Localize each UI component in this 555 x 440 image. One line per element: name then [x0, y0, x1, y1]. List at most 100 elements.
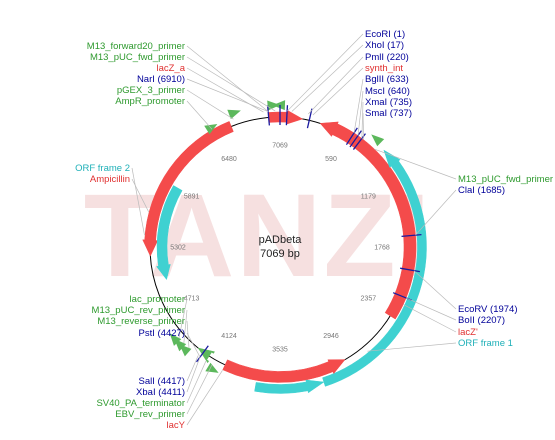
leader-line — [186, 89, 234, 120]
m13-reverse-primer-marker — [179, 344, 192, 357]
map-label: lacZ_a — [156, 63, 185, 74]
map-label: ClaI (1685) — [458, 185, 505, 196]
ebv-rev-primer-marker — [205, 362, 219, 373]
lacy-feature — [222, 359, 346, 383]
tick-label: 7069 — [272, 143, 288, 150]
map-label: synth_int — [365, 63, 403, 74]
map-label: SV40_PA_terminator — [96, 398, 185, 409]
map-label: PmlI (220) — [365, 52, 409, 63]
map-label: XmaI (735) — [365, 97, 412, 108]
map-label: SalI (4417) — [139, 376, 185, 387]
watermark: TANZI — [84, 170, 433, 302]
tick-label: 4124 — [221, 333, 237, 340]
leader-line — [186, 56, 276, 112]
leader-line — [186, 360, 207, 404]
orf-bottom-feature — [254, 379, 325, 394]
map-label: MscI (640) — [365, 86, 410, 97]
leader-line — [291, 44, 364, 112]
m13-puc-fwd-primer-marker — [272, 100, 286, 111]
ampr-promoter-marker — [204, 124, 218, 135]
leader-line — [413, 270, 457, 310]
map-label: ORF frame 1 — [458, 338, 513, 349]
ampicillin-feature — [142, 121, 234, 257]
feature-layer — [142, 100, 427, 394]
map-label: EcoRI (1) — [365, 29, 405, 40]
orf-frame-2-feature — [156, 185, 183, 281]
leader-line — [183, 309, 188, 344]
restriction-site-layer — [196, 105, 422, 363]
psti-site — [196, 345, 209, 363]
tick-label: 4713 — [184, 296, 200, 303]
tick-label: 590 — [325, 156, 337, 163]
leader-line — [186, 356, 201, 393]
leader-line — [131, 178, 149, 212]
lacz-a-feature — [267, 109, 304, 125]
sv40-feature — [197, 347, 215, 364]
leader-line — [374, 148, 457, 180]
tick-label: 5302 — [170, 245, 186, 252]
plasmid-length: 7069 bp — [260, 248, 300, 260]
map-label: SmaI (737) — [365, 108, 412, 119]
leader-line — [186, 332, 201, 358]
tick-label: 2357 — [361, 296, 377, 303]
leader-line — [186, 45, 269, 112]
orf-frame-1-feature — [322, 149, 427, 387]
plasmid-name: pADbeta — [259, 234, 303, 246]
leader-line — [353, 78, 364, 133]
m13-puc-fwd-primer-right-marker — [371, 134, 385, 147]
map-label: NarI (6910) — [137, 74, 185, 85]
map-label: EcoRV (1974) — [458, 304, 518, 315]
leader-line — [178, 298, 188, 339]
map-label: M13_pUC_fwd_primer — [458, 174, 553, 185]
pmli-site — [306, 108, 313, 129]
leader-line — [403, 304, 457, 333]
tick-label: 1768 — [374, 245, 390, 252]
xhoi-site — [285, 105, 289, 126]
map-label: pGEX_3_primer — [117, 85, 185, 96]
map-label: M13_pUC_rev_primer — [92, 305, 185, 316]
leader-line — [362, 112, 365, 140]
msci-site — [349, 130, 362, 148]
leader-line — [405, 297, 457, 321]
tick-label: 6480 — [221, 156, 237, 163]
pgex3-primer-marker — [227, 109, 241, 120]
leader-line — [186, 78, 269, 112]
map-label: XhoI (17) — [365, 40, 404, 51]
label-layer: EcoRI (1)XhoI (17)PmlI (220)synth_intBgl… — [75, 29, 553, 431]
leader-line — [131, 167, 145, 236]
map-label: EBV_rev_primer — [115, 409, 185, 420]
leader-line — [312, 67, 364, 116]
map-label: lacZ' — [458, 327, 478, 338]
leader-layer — [131, 33, 457, 426]
tick-label: 1179 — [361, 194, 376, 201]
map-label: lacY — [167, 420, 186, 431]
nari-site — [266, 105, 271, 126]
tick-label: 5891 — [184, 194, 200, 201]
lacz-prime-feature — [319, 121, 417, 320]
leader-line — [286, 33, 364, 112]
leader-line — [308, 56, 364, 115]
map-label: BglII (633) — [365, 74, 409, 85]
leader-line — [357, 90, 364, 136]
map-label: Ampicillin — [90, 174, 130, 185]
leader-line — [361, 101, 364, 139]
tick-label: 3535 — [272, 347, 288, 354]
ecorv-site — [400, 267, 420, 273]
map-label: AmpR_promoter — [115, 96, 185, 107]
map-label: lac_promoter — [130, 294, 185, 305]
leader-line — [186, 100, 213, 130]
map-label: M13_reverse_primer — [97, 316, 185, 327]
map-label: ORF frame 2 — [75, 163, 130, 174]
leader-line — [415, 189, 457, 236]
map-label: XbaI (4411) — [136, 387, 185, 398]
map-label: M13_forward20_primer — [87, 41, 185, 52]
map-label: M13_pUC_fwd_primer — [90, 52, 185, 63]
leader-line — [186, 364, 213, 415]
clai-site — [401, 233, 422, 238]
map-label: BoII (2207) — [458, 315, 505, 326]
tick-label: 2946 — [323, 333, 339, 340]
leader-line — [186, 355, 199, 382]
leader-line — [186, 67, 264, 113]
leader-line — [186, 370, 223, 426]
